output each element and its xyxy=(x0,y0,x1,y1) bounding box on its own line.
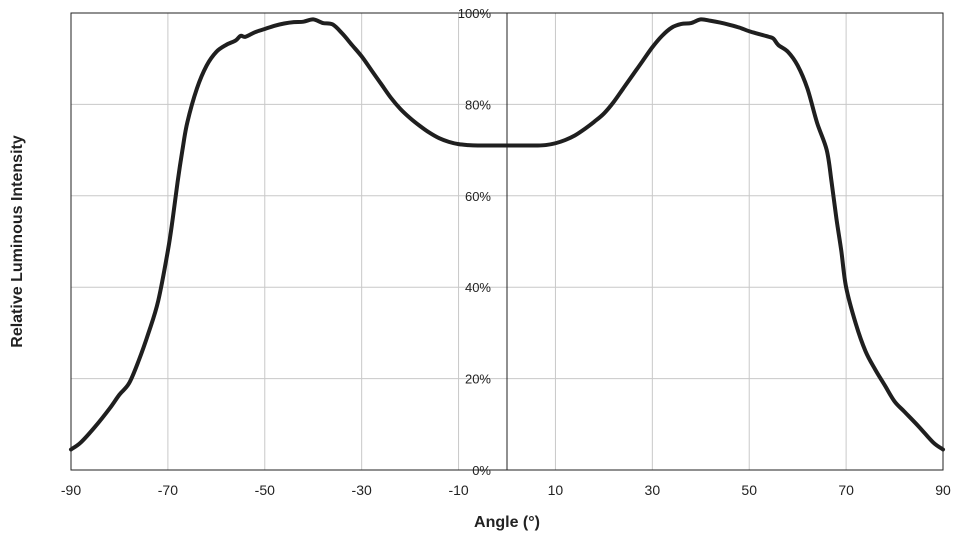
y-tick-label: 20% xyxy=(465,372,491,387)
x-tick-label: 90 xyxy=(935,482,951,498)
x-axis-title: Angle (°) xyxy=(474,514,540,531)
y-tick-label: 100% xyxy=(458,6,492,21)
y-tick-label: 0% xyxy=(472,463,491,478)
y-axis-title: Relative Luminous Intensity xyxy=(9,135,26,348)
series-group xyxy=(69,17,945,452)
x-tick-label: -50 xyxy=(255,482,275,498)
series-line xyxy=(69,17,945,452)
x-tick-label: 10 xyxy=(548,482,564,498)
x-tick-label: -10 xyxy=(448,482,468,498)
x-tick-label: -90 xyxy=(61,482,81,498)
x-tick-label: -70 xyxy=(158,482,178,498)
x-tick-labels: -90 -70 -50 -30 -10 10 30 50 70 90 xyxy=(61,482,951,498)
y-tick-label: 80% xyxy=(465,97,491,112)
x-tick-label: 30 xyxy=(645,482,661,498)
x-tick-label: 50 xyxy=(741,482,757,498)
x-tick-label: -30 xyxy=(352,482,372,498)
x-gridlines xyxy=(167,13,847,470)
y-tick-label: 60% xyxy=(465,189,491,204)
y-tick-labels: 0% 20% 40% 60% 80% 100% xyxy=(458,6,492,478)
y-tick-label: 40% xyxy=(465,280,491,295)
x-tick-label: 70 xyxy=(838,482,854,498)
